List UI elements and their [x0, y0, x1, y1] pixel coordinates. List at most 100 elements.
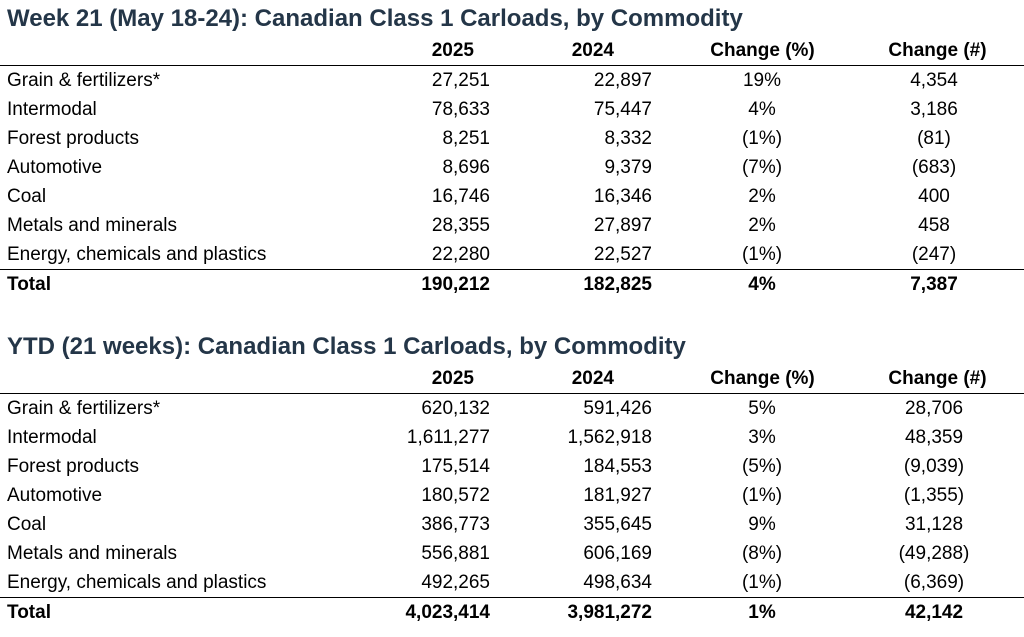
- value-2024: 27,897: [593, 215, 652, 236]
- value-2025: 386,773: [421, 514, 490, 535]
- total-2024: 182,825: [583, 274, 652, 295]
- change-pct: 3%: [748, 427, 776, 448]
- value-2025: 492,265: [421, 572, 490, 593]
- row-label: Forest products: [7, 456, 139, 477]
- change-num: (9,039): [903, 456, 965, 477]
- value-2024: 8,332: [604, 128, 652, 149]
- change-pct: (5%): [741, 456, 783, 477]
- row-label: Metals and minerals: [7, 543, 178, 564]
- header-change-num: Change (#): [888, 368, 987, 389]
- change-pct: (1%): [741, 572, 783, 593]
- change-num: (1,355): [903, 485, 965, 506]
- row-label: Grain & fertilizers*: [7, 398, 161, 419]
- table-row: Forest products 8,251 8,332 (1%) (81): [0, 124, 1024, 153]
- change-pct: (7%): [741, 157, 783, 178]
- value-2024: 498,634: [583, 572, 652, 593]
- header-change-pct: Change (%): [710, 40, 815, 61]
- header-change-num: Change (#): [888, 40, 987, 61]
- table-row: Forest products 175,514 184,553 (5%) (9,039): [0, 452, 1024, 481]
- header-2025: 2025: [431, 40, 474, 61]
- change-pct: 9%: [748, 514, 776, 535]
- ytd-rows: Grain & fertilizers* 620,132 591,426 5% 28,7…: [0, 394, 1024, 627]
- header-2025: 2025: [431, 368, 474, 389]
- row-label: Intermodal: [7, 99, 97, 120]
- value-2025: 1,611,277: [406, 427, 490, 448]
- value-2025: 28,355: [431, 215, 490, 236]
- row-label: Forest products: [7, 128, 139, 149]
- change-pct: (1%): [741, 485, 783, 506]
- weekly-header-row: 2025 2024 Change (%) Change (#): [0, 36, 1024, 66]
- value-2025: 556,881: [421, 543, 490, 564]
- total-change-num: 7,387: [910, 274, 958, 295]
- value-2024: 22,527: [593, 244, 652, 265]
- weekly-section: Week 21 (May 18-24): Canadian Class 1 Ca…: [0, 2, 1024, 299]
- total-row: Total 4,023,414 3,981,272 1% 42,142: [0, 597, 1024, 627]
- change-pct: 2%: [748, 215, 776, 236]
- change-pct: 5%: [748, 398, 776, 419]
- value-2025: 8,251: [442, 128, 490, 149]
- change-num: (247): [911, 244, 957, 265]
- value-2025: 620,132: [421, 398, 490, 419]
- change-num: (49,288): [898, 543, 970, 564]
- table-row: Energy, chemicals and plastics 492,265 498…: [0, 568, 1024, 597]
- row-label: Automotive: [7, 157, 103, 178]
- value-2024: 184,553: [583, 456, 652, 477]
- change-pct: 2%: [748, 186, 776, 207]
- value-2025: 27,251: [431, 70, 490, 91]
- value-2025: 16,746: [431, 186, 490, 207]
- ytd-title: YTD (21 weeks): Canadian Class 1 Carload…: [7, 333, 686, 360]
- value-2024: 181,927: [583, 485, 652, 506]
- row-label: Energy, chemicals and plastics: [7, 244, 267, 265]
- change-pct: 4%: [748, 99, 776, 120]
- row-label: Energy, chemicals and plastics: [7, 572, 267, 593]
- value-2025: 8,696: [442, 157, 490, 178]
- header-2024: 2024: [571, 368, 614, 389]
- value-2024: 16,346: [593, 186, 652, 207]
- total-2025: 4,023,414: [405, 602, 490, 623]
- change-num: (683): [911, 157, 957, 178]
- change-num: (81): [917, 128, 951, 149]
- table-row: Automotive 8,696 9,379 (7%) (683): [0, 153, 1024, 182]
- ytd-header-row: 2025 2024 Change (%) Change (#): [0, 364, 1024, 394]
- change-num: 48,359: [904, 427, 964, 448]
- change-num: 28,706: [904, 398, 964, 419]
- value-2024: 22,897: [593, 70, 652, 91]
- value-2025: 175,514: [421, 456, 490, 477]
- total-2025: 190,212: [421, 274, 490, 295]
- weekly-title: Week 21 (May 18-24): Canadian Class 1 Ca…: [7, 5, 743, 32]
- total-change-num: 42,142: [904, 602, 964, 623]
- row-label: Automotive: [7, 485, 103, 506]
- value-2024: 355,645: [583, 514, 652, 535]
- table-row: Metals and minerals 556,881 606,169 (8%) (49…: [0, 539, 1024, 568]
- table-row: Energy, chemicals and plastics 22,280 22,5…: [0, 240, 1024, 269]
- change-num: (6,369): [903, 572, 965, 593]
- header-2024: 2024: [571, 40, 614, 61]
- change-num: 4,354: [910, 70, 958, 91]
- total-label: Total: [7, 274, 51, 295]
- row-label: Intermodal: [7, 427, 97, 448]
- value-2025: 180,572: [421, 485, 490, 506]
- row-label: Metals and minerals: [7, 215, 178, 236]
- table-row: Intermodal 1,611,277 1,562,918 3% 48,359: [0, 423, 1024, 452]
- table-row: Intermodal 78,633 75,447 4% 3,186: [0, 95, 1024, 124]
- total-change-pct: 4%: [748, 274, 776, 295]
- ytd-section: YTD (21 weeks): Canadian Class 1 Carload…: [0, 330, 1024, 627]
- row-label: Coal: [7, 514, 47, 535]
- total-row: Total 190,212 182,825 4% 7,387: [0, 269, 1024, 299]
- change-num: 400: [918, 186, 950, 207]
- value-2024: 591,426: [583, 398, 652, 419]
- change-num: 31,128: [904, 514, 964, 535]
- change-pct: (1%): [741, 128, 783, 149]
- value-2024: 75,447: [593, 99, 652, 120]
- value-2024: 606,169: [583, 543, 652, 564]
- table-row: Coal 16,746 16,346 2% 400: [0, 182, 1024, 211]
- total-2024: 3,981,272: [567, 602, 652, 623]
- value-2024: 9,379: [604, 157, 652, 178]
- change-pct: (1%): [741, 244, 783, 265]
- table-row: Grain & fertilizers* 27,251 22,897 19% 4,354: [0, 66, 1024, 95]
- total-change-pct: 1%: [748, 602, 776, 623]
- table-row: Automotive 180,572 181,927 (1%) (1,355): [0, 481, 1024, 510]
- row-label: Grain & fertilizers*: [7, 70, 161, 91]
- change-num: 458: [918, 215, 950, 236]
- weekly-rows: Grain & fertilizers* 27,251 22,897 19% 4,354…: [0, 66, 1024, 299]
